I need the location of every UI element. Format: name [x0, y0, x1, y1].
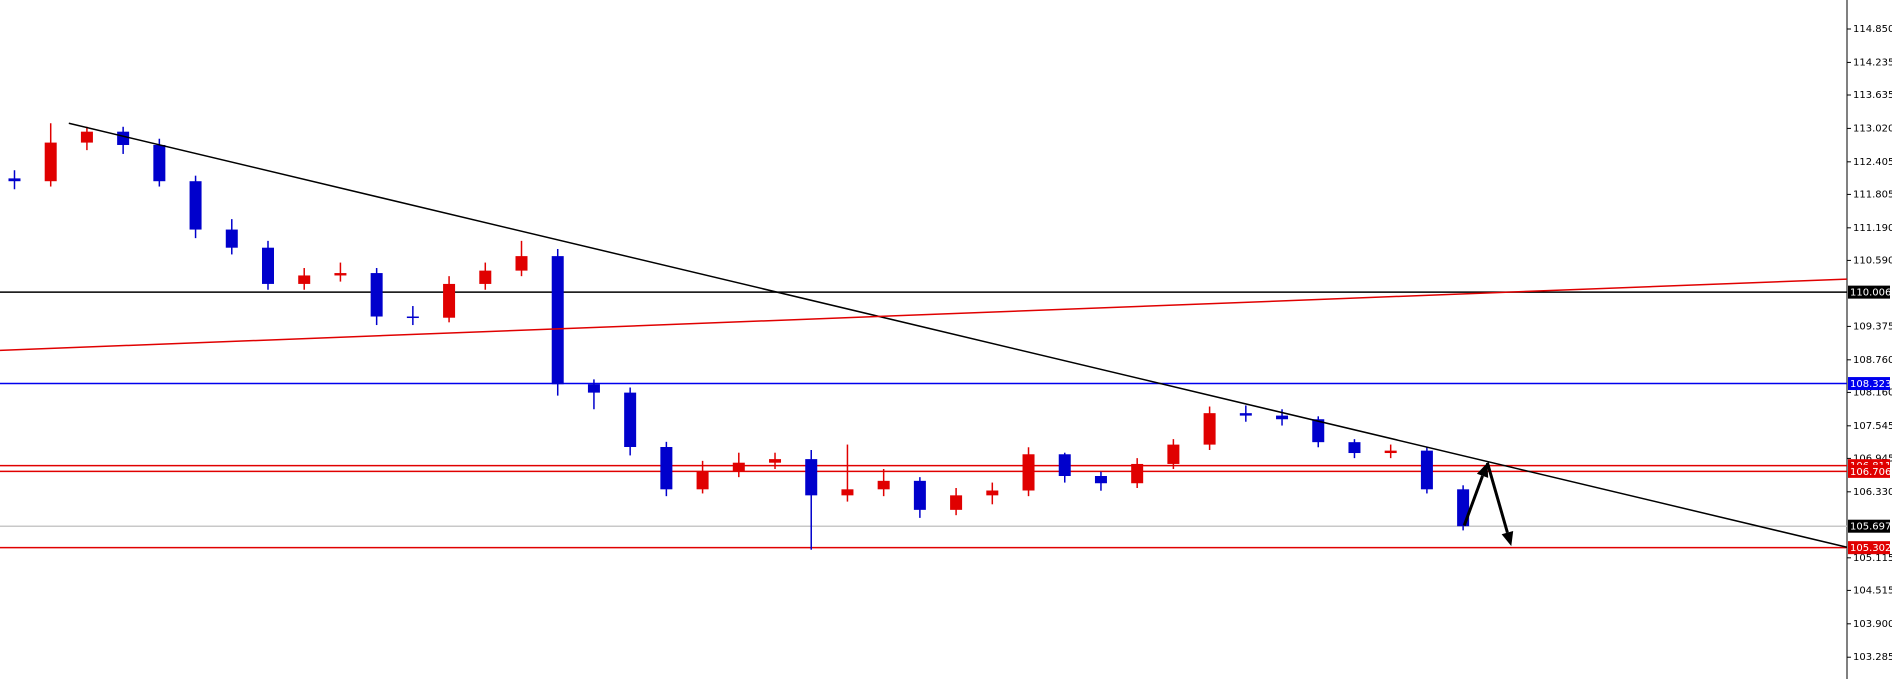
candle-body	[877, 480, 890, 490]
candle-body	[117, 131, 130, 145]
candle-body	[1276, 415, 1289, 420]
candle-body	[515, 256, 528, 271]
candle-body	[479, 270, 492, 284]
candle-body	[1203, 413, 1216, 445]
candle-body	[8, 178, 21, 182]
candle-body	[769, 459, 782, 463]
y-tick-label: 106.945	[1853, 453, 1892, 464]
candle-body	[551, 256, 564, 385]
y-tick-label: 113.020	[1853, 123, 1892, 134]
level-label-box	[1848, 377, 1890, 391]
y-tick-label: 112.405	[1853, 157, 1892, 168]
candle-body	[1312, 419, 1325, 443]
candle-body	[1420, 450, 1433, 490]
candle-body	[225, 229, 238, 248]
candle-body	[189, 181, 202, 230]
candle-body	[841, 489, 854, 496]
level-label-box	[1848, 541, 1890, 555]
y-tick-label: 111.805	[1853, 189, 1892, 200]
y-tick-label: 103.285	[1853, 652, 1892, 663]
y-tick-label: 113.635	[1853, 90, 1892, 101]
candle-body	[1167, 444, 1180, 464]
y-tick-label: 104.515	[1853, 585, 1892, 596]
y-tick-label: 110.590	[1853, 255, 1892, 266]
arrow-head	[1501, 530, 1514, 547]
candle-body	[370, 273, 383, 317]
y-tick-label: 105.115	[1853, 553, 1892, 564]
candle-body	[1094, 476, 1107, 484]
y-tick-label: 114.235	[1853, 57, 1892, 68]
level-label-box	[1848, 519, 1890, 533]
candle-body	[1348, 442, 1361, 454]
trendline	[0, 278, 1848, 352]
candle-body	[1058, 454, 1071, 477]
candle-body	[406, 316, 419, 319]
level-label: 105.697	[1850, 522, 1891, 533]
arrow-head	[1476, 462, 1489, 478]
candle-body	[44, 142, 57, 182]
y-tick-label: 108.160	[1853, 387, 1892, 398]
candle-body	[986, 490, 999, 496]
candle-body	[913, 480, 926, 510]
candle-body	[1384, 450, 1397, 454]
level-label: 105.302	[1850, 543, 1891, 554]
candle-body	[1131, 463, 1144, 484]
y-tick-label: 114.850	[1853, 24, 1892, 35]
arrow-shaft	[1462, 475, 1484, 527]
candle-body	[624, 392, 637, 447]
candle-body	[334, 273, 347, 276]
candle-body	[805, 459, 818, 496]
level-label: 110.006	[1850, 288, 1891, 299]
y-tick-label: 109.375	[1853, 321, 1892, 332]
y-tick-label: 106.330	[1853, 487, 1892, 498]
candle-body	[80, 131, 93, 143]
arrow-shaft	[1485, 462, 1509, 534]
candle-body	[153, 144, 166, 182]
level-label-box	[1848, 464, 1890, 478]
y-tick-label: 111.190	[1853, 223, 1892, 234]
y-tick-label: 107.545	[1853, 421, 1892, 432]
level-label-box	[1848, 285, 1890, 299]
candle-body	[660, 446, 673, 490]
candle-body	[950, 495, 963, 510]
y-tick-label: 108.760	[1853, 355, 1892, 366]
candle-body	[732, 462, 745, 472]
candle-body	[443, 283, 456, 318]
candle-body	[1239, 413, 1252, 416]
trendline	[68, 122, 1848, 549]
candle-body	[1022, 454, 1035, 491]
candle-body	[587, 384, 600, 393]
candle-body	[696, 471, 709, 490]
candle-body	[298, 275, 311, 284]
level-label: 106.706	[1850, 467, 1891, 478]
y-tick-label: 103.900	[1853, 619, 1892, 630]
level-label: 108.323	[1850, 379, 1891, 390]
candle-body	[261, 247, 274, 284]
